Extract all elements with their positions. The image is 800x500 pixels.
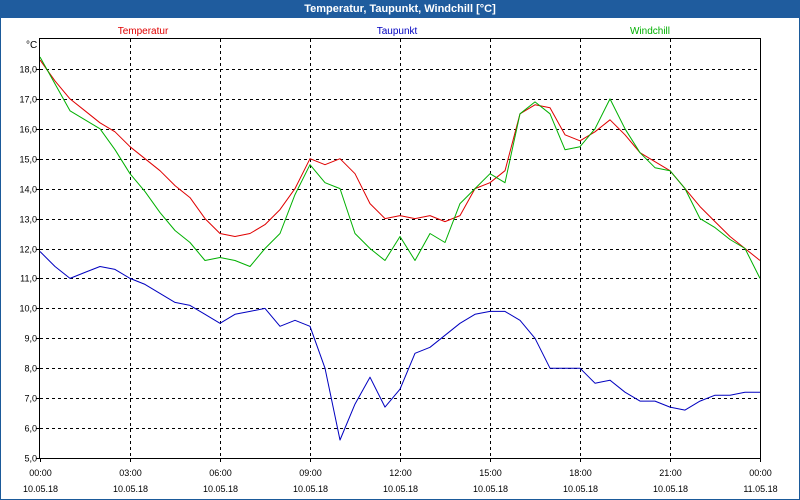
x-tick-date-label: 11.05.18 xyxy=(743,484,777,494)
x-tick-date-label: 10.05.18 xyxy=(203,484,238,494)
y-tick-label: 10,0 xyxy=(19,304,37,314)
x-tick-time-label: 18:00 xyxy=(569,468,592,478)
y-tick-label: 15,0 xyxy=(19,155,37,165)
y-tick-label: 8,0 xyxy=(24,364,37,374)
x-tick-time-label: 00:00 xyxy=(749,468,772,478)
series xyxy=(39,56,761,441)
x-tick-time-label: 09:00 xyxy=(299,468,322,478)
series-line-taupunkt xyxy=(39,251,760,441)
y-tick-label: 6,0 xyxy=(24,424,37,434)
x-tick-date-label: 10.05.18 xyxy=(23,484,58,494)
x-tick-date-label: 10.05.18 xyxy=(293,484,328,494)
y-tick-label: 13,0 xyxy=(19,215,37,225)
plot-area-border xyxy=(39,38,761,459)
legend-item-temperatur: Temperatur xyxy=(118,26,169,37)
legend: Temperatur Taupunkt Windchill xyxy=(118,26,670,37)
y-tick-label: 18,0 xyxy=(19,65,37,75)
legend-item-taupunkt: Taupunkt xyxy=(377,26,418,37)
y-tick-label: 14,0 xyxy=(19,185,37,195)
x-tick-time-label: 15:00 xyxy=(479,468,502,478)
x-tick-date-label: 10.05.18 xyxy=(653,484,688,494)
series-line-windchill xyxy=(39,56,761,279)
x-tick-date-label: 10.05.18 xyxy=(563,484,598,494)
window-title: Temperatur, Taupunkt, Windchill [°C] xyxy=(0,0,800,18)
x-tick-time-label: 12:00 xyxy=(389,468,412,478)
y-axis-label: °C xyxy=(26,40,37,51)
x-tick-time-label: 21:00 xyxy=(659,468,682,478)
y-tick-label: 16,0 xyxy=(19,125,37,135)
x-tick-time-label: 00:00 xyxy=(29,468,52,478)
x-tick-time-label: 03:00 xyxy=(119,468,142,478)
y-tick-label: 9,0 xyxy=(24,334,37,344)
y-tick-label: 12,0 xyxy=(19,245,37,255)
grid xyxy=(40,39,760,458)
x-tick-date-label: 10.05.18 xyxy=(383,484,418,494)
y-tick-label: 11,0 xyxy=(20,274,37,284)
axes: 5,0 6,0 7,0 8,0 9,0 10,0 11,0 12,0 13,0 14,0 15,0 1… xyxy=(19,65,777,495)
y-tick-label: 7,0 xyxy=(24,394,37,404)
x-tick-date-label: 10.05.18 xyxy=(113,484,148,494)
x-tick-date-label: 10.05.18 xyxy=(473,484,508,494)
y-tick-label: 17,0 xyxy=(19,95,37,105)
legend-item-windchill: Windchill xyxy=(630,26,670,37)
x-tick-time-label: 06:00 xyxy=(209,468,232,478)
y-tick-label: 5,0 xyxy=(24,454,37,464)
